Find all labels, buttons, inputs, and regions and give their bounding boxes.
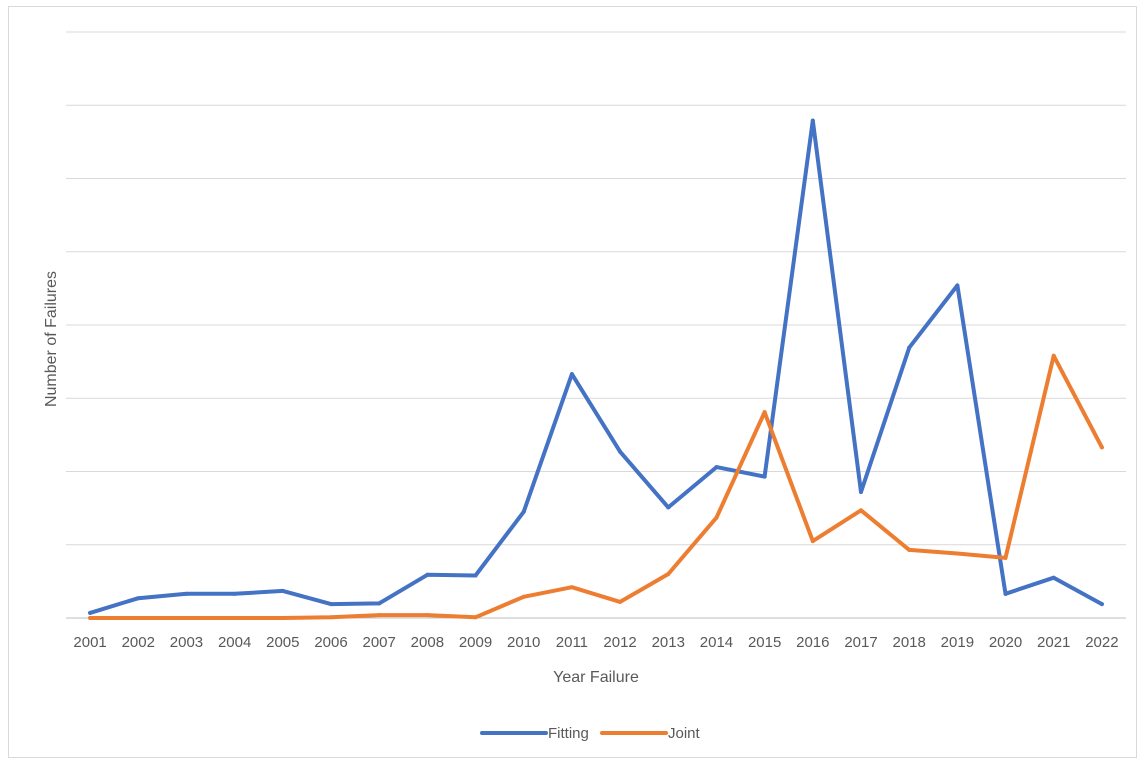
- series-line-joint: [88, 353, 1104, 620]
- data-point-joint: [88, 616, 93, 620]
- data-point-fitting: [618, 449, 623, 454]
- data-point-joint: [569, 585, 574, 590]
- data-point-fitting: [859, 490, 863, 495]
- x-tick-label: 2007: [362, 634, 395, 651]
- data-point-joint: [955, 551, 960, 556]
- data-point-fitting: [810, 118, 815, 123]
- data-point-fitting: [1003, 591, 1008, 596]
- x-tick-label: 2013: [652, 634, 685, 651]
- x-tick-label: 2004: [218, 634, 251, 651]
- data-point-joint: [425, 613, 430, 618]
- data-point-fitting: [329, 602, 333, 607]
- data-point-joint: [859, 508, 863, 513]
- data-point-joint: [280, 616, 285, 620]
- data-point-joint: [377, 613, 382, 618]
- data-point-fitting: [569, 372, 574, 377]
- data-point-fitting: [184, 591, 189, 596]
- data-point-fitting: [232, 591, 237, 596]
- data-point-joint: [907, 547, 912, 552]
- data-point-joint: [1051, 353, 1056, 358]
- x-tick-label: 2002: [122, 634, 155, 651]
- data-point-joint: [666, 572, 671, 577]
- data-point-joint: [618, 599, 623, 604]
- data-point-fitting: [1051, 575, 1056, 580]
- data-point-fitting: [377, 601, 382, 606]
- x-tick-label: 2014: [700, 634, 733, 651]
- data-point-fitting: [762, 474, 767, 479]
- x-tick-label: 2022: [1085, 634, 1118, 651]
- x-tick-label: 2017: [844, 634, 877, 651]
- x-tick-label: 2021: [1037, 634, 1070, 651]
- legend-label-fitting: Fitting: [548, 725, 589, 742]
- legend-label-joint: Joint: [668, 725, 701, 742]
- x-axis-title: Year Failure: [553, 669, 639, 686]
- x-tick-label: 2012: [603, 634, 636, 651]
- legend: Fitting Joint: [480, 725, 701, 742]
- data-point-fitting: [473, 573, 478, 578]
- data-point-joint: [1099, 445, 1104, 450]
- data-point-fitting: [1099, 602, 1104, 607]
- data-point-joint: [136, 616, 141, 620]
- data-point-joint: [521, 594, 526, 599]
- data-point-fitting: [714, 465, 719, 470]
- data-point-fitting: [907, 345, 912, 350]
- data-point-joint: [232, 616, 237, 620]
- x-tick-label: 2001: [73, 634, 106, 651]
- x-tick-label: 2020: [989, 634, 1022, 651]
- data-point-joint: [1003, 555, 1008, 560]
- series-lines: [88, 118, 1104, 620]
- series-line-fitting: [88, 118, 1104, 615]
- data-point-fitting: [425, 572, 430, 577]
- data-point-fitting: [280, 588, 285, 593]
- data-point-fitting: [521, 509, 526, 514]
- x-tick-label: 2009: [459, 634, 492, 651]
- x-tick-label: 2008: [411, 634, 444, 651]
- data-point-joint: [184, 616, 189, 620]
- gridlines: [66, 31, 1126, 619]
- x-tick-label: 2018: [892, 634, 925, 651]
- x-tick-label: 2019: [941, 634, 974, 651]
- x-tick-label: 2015: [748, 634, 781, 651]
- data-point-fitting: [955, 283, 960, 288]
- data-point-joint: [329, 615, 333, 620]
- data-point-fitting: [666, 505, 671, 510]
- x-tick-label: 2005: [266, 634, 299, 651]
- x-tick-label: 2006: [314, 634, 347, 651]
- x-tick-label: 2003: [170, 634, 203, 651]
- data-point-joint: [810, 539, 815, 544]
- y-axis-title: Number of Failures: [43, 271, 60, 407]
- x-axis-tick-labels: 2001 2002 2003 2004 2005 2006 2007 2008 2009 2010…: [73, 634, 1118, 651]
- data-point-joint: [714, 515, 719, 520]
- x-tick-label: 2010: [507, 634, 540, 651]
- data-point-joint: [473, 615, 478, 620]
- data-point-joint: [762, 410, 767, 415]
- data-point-fitting: [136, 596, 141, 601]
- x-tick-label: 2011: [556, 634, 588, 651]
- chart-frame: [8, 6, 1137, 758]
- x-tick-label: 2016: [796, 634, 829, 651]
- data-point-fitting: [88, 610, 93, 615]
